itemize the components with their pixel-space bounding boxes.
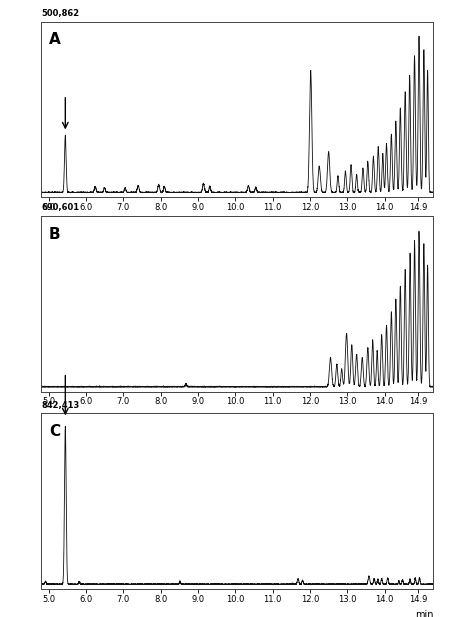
Text: min: min [414,413,432,423]
Text: C: C [49,424,60,439]
Text: 500,862: 500,862 [41,9,79,18]
Text: A: A [49,32,61,47]
Text: min: min [414,610,432,617]
Text: B: B [49,226,61,241]
Text: 842,413: 842,413 [41,401,79,410]
Text: 690,601: 690,601 [41,204,79,212]
Text: min: min [414,218,432,228]
